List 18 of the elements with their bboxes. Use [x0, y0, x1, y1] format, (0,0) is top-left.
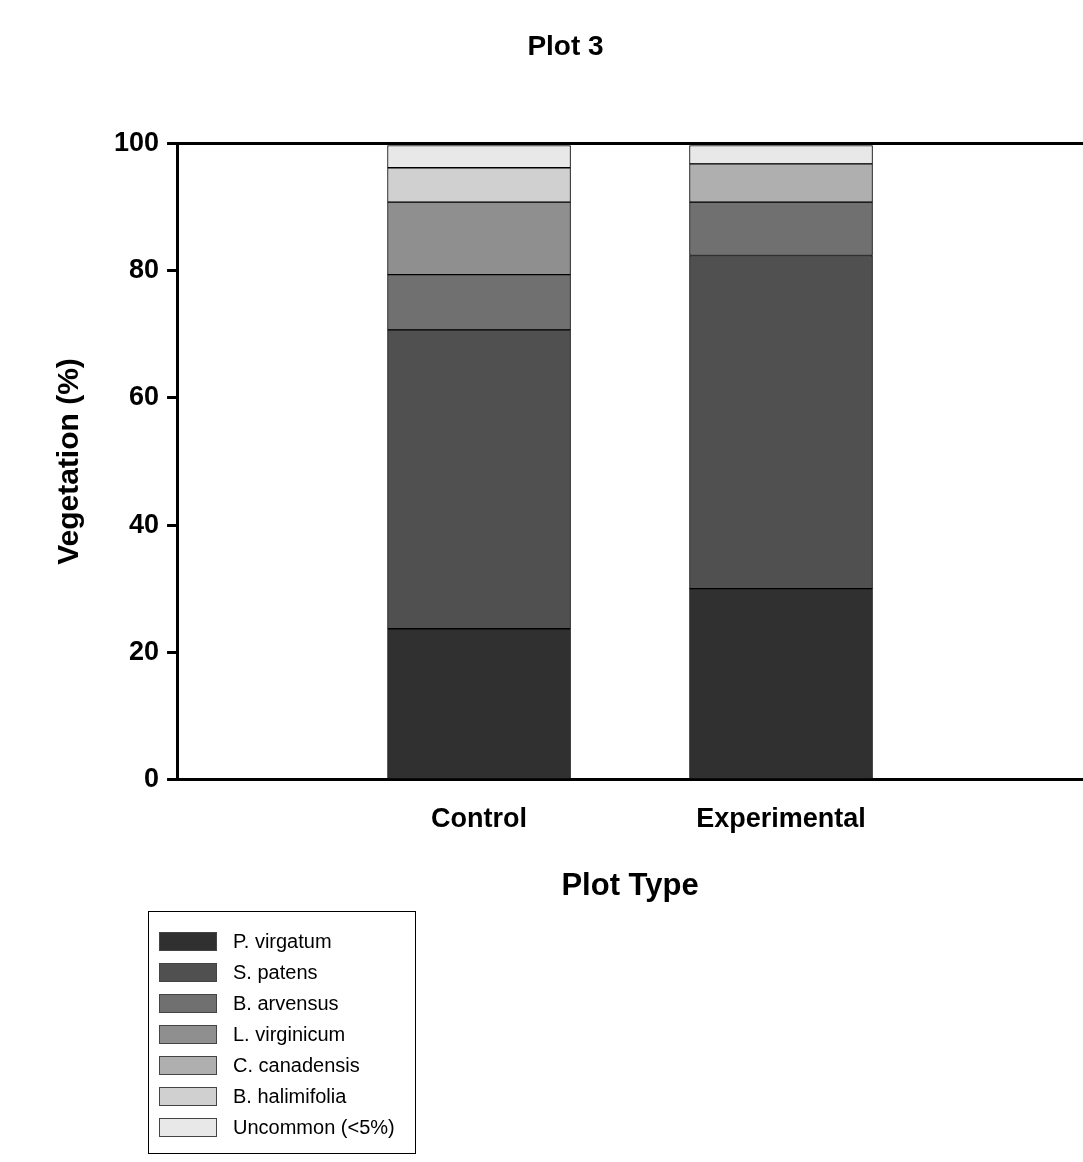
chart-title: Plot 3	[527, 29, 604, 61]
x-axis-title: Plot Type	[561, 866, 699, 902]
x-tick-label: Control	[431, 803, 528, 834]
legend-label: S. patens	[233, 961, 318, 984]
legend-label: B. halimifolia	[233, 1085, 347, 1108]
y-tick-label: 80	[129, 254, 160, 285]
x-tick-label: Experimental	[696, 803, 866, 834]
legend-label: B. arvensus	[233, 992, 339, 1015]
y-tick-label: 40	[129, 508, 160, 539]
legend-label: L. virginicum	[233, 1023, 346, 1046]
y-tick-label: 0	[144, 762, 160, 793]
y-axis-title: Vegetation (%)	[51, 358, 85, 565]
legend-label: C. canadensis	[233, 1054, 360, 1077]
y-tick-label: 20	[129, 635, 160, 666]
y-tick-label: 100	[113, 127, 160, 158]
legend-label: Uncommon (<5%)	[233, 1116, 395, 1139]
legend-label: P. virgatum	[233, 930, 332, 953]
y-tick-label: 60	[129, 381, 160, 412]
